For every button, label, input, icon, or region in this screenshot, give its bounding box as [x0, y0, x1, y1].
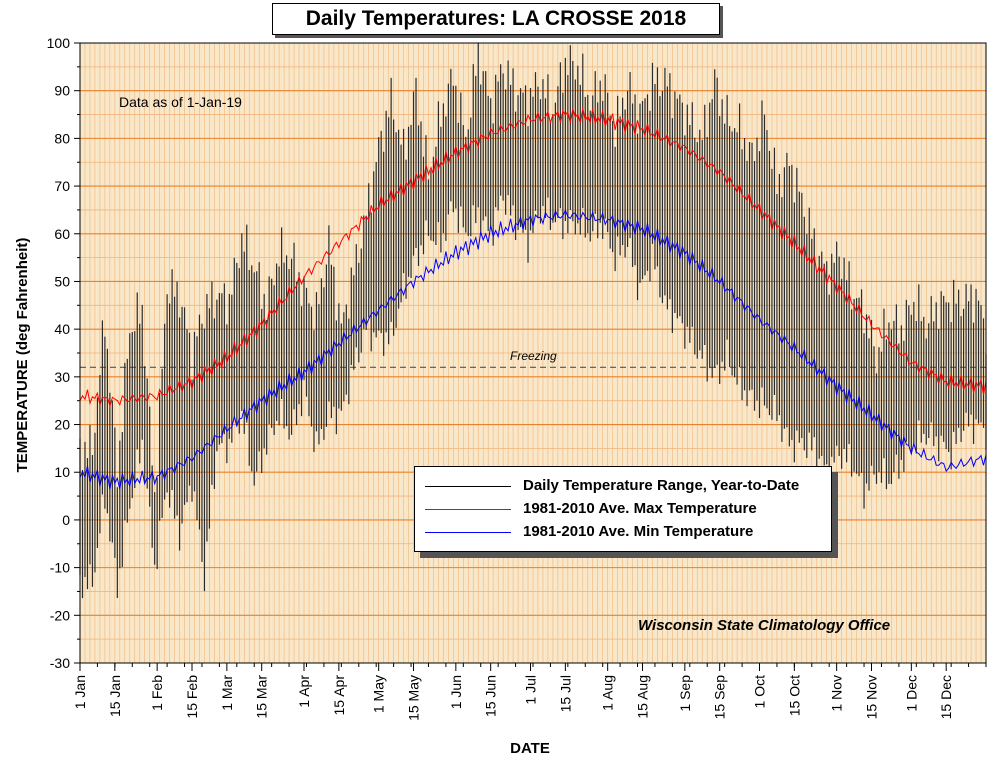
- y-tick-label: -20: [50, 607, 70, 623]
- average-lines: [79, 108, 987, 490]
- y-tick-label: -10: [50, 560, 70, 576]
- y-tick-label: 90: [54, 83, 70, 99]
- x-tick-label: 15 May: [406, 675, 422, 721]
- x-tick-label: 15 Apr: [331, 675, 347, 716]
- legend-label-range: Daily Temperature Range, Year-to-Date: [523, 477, 800, 494]
- y-tick-label: 0: [62, 512, 70, 528]
- daily-range-bars: [79, 42, 987, 599]
- x-axis: 1 Jan 15 Jan 1 Feb 15 Feb 1 Mar 15 Mar 1 Apr 15…: [72, 663, 987, 721]
- x-tick-label: 15 Jan: [107, 675, 123, 717]
- y-tick-label: 40: [54, 321, 70, 337]
- x-tick-label: 1 Mar: [219, 675, 235, 711]
- y-tick-label: 80: [54, 130, 70, 146]
- legend-label-max: 1981-2010 Ave. Max Temperature: [523, 500, 757, 517]
- y-tick-label: 100: [47, 35, 71, 51]
- freezing-label: Freezing: [510, 349, 557, 363]
- x-tick-label: 1 Jan: [72, 675, 88, 709]
- y-tick-label: 10: [54, 464, 70, 480]
- data-as-of-annotation: Data as of 1-Jan-19: [119, 94, 242, 110]
- x-tick-label: 1 Nov: [829, 675, 845, 712]
- credit-label: Wisconsin State Climatology Office: [638, 617, 891, 634]
- x-tick-label: 1 May: [371, 675, 387, 713]
- x-tick-label: 15 Nov: [864, 675, 880, 719]
- y-tick-label: 20: [54, 417, 70, 433]
- x-tick-label: 15 Jun: [483, 675, 499, 717]
- legend-swatch-max: [425, 509, 511, 510]
- y-tick-label: 30: [54, 369, 70, 385]
- legend-swatch-range: [425, 486, 511, 487]
- x-tick-label: 15 Dec: [938, 675, 954, 719]
- x-tick-label: 15 Aug: [635, 675, 651, 719]
- y-axis-label: TEMPERATURE (deg Fahrenheit): [14, 237, 31, 473]
- avg-max-temperature-line: [79, 108, 987, 408]
- y-tick-label: 70: [54, 178, 70, 194]
- y-tick-label: 50: [54, 273, 70, 289]
- x-tick-label: 15 Feb: [184, 675, 200, 719]
- x-tick-label: 1 Jul: [523, 675, 539, 705]
- y-tick-label: 60: [54, 226, 70, 242]
- x-tick-label: 1 Oct: [752, 675, 768, 709]
- x-tick-label: 1 Sep: [677, 675, 693, 712]
- x-tick-label: 15 Oct: [786, 675, 802, 716]
- x-tick-label: 1 Apr: [296, 675, 312, 708]
- legend-label-min: 1981-2010 Ave. Min Temperature: [523, 523, 754, 540]
- legend-swatch-min: [425, 532, 511, 533]
- plot-frame: [79, 42, 987, 664]
- y-tick-label: -30: [50, 655, 70, 671]
- legend-item-min: 1981-2010 Ave. Min Temperature: [415, 523, 831, 543]
- avg-min-temperature-line: [79, 209, 987, 490]
- legend-item-range: Daily Temperature Range, Year-to-Date: [415, 477, 831, 497]
- x-tick-label: 15 Mar: [254, 675, 270, 719]
- legend-item-max: 1981-2010 Ave. Max Temperature: [415, 500, 831, 520]
- x-tick-label: 1 Jun: [448, 675, 464, 709]
- x-tick-label: 1 Feb: [149, 675, 165, 711]
- x-tick-label: 15 Jul: [557, 675, 573, 712]
- x-axis-label: DATE: [510, 740, 550, 757]
- x-tick-label: 15 Sep: [712, 675, 728, 720]
- x-tick-label: 1 Aug: [600, 675, 616, 711]
- x-tick-label: 1 Dec: [903, 675, 919, 712]
- legend: Daily Temperature Range, Year-to-Date 19…: [414, 466, 832, 552]
- chart-title: Daily Temperatures: LA CROSSE 2018: [272, 3, 720, 35]
